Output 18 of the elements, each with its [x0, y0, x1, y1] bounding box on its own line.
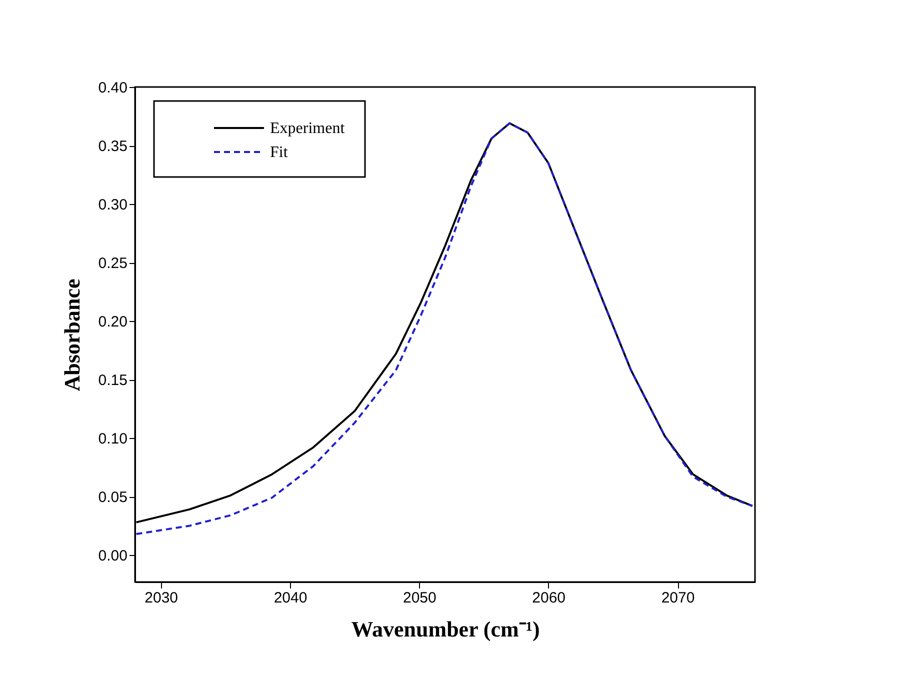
x-tick-label: 2040 [274, 590, 308, 606]
x-tick-label: 2060 [532, 590, 566, 606]
y-axis-title: Absorbance [59, 278, 84, 392]
legend-label: Experiment [270, 120, 346, 137]
x-tick-label: 2030 [144, 590, 178, 606]
y-tick-label: 0.10 [98, 430, 128, 448]
y-tick-label: 0.35 [98, 138, 128, 156]
y-tick-label: 0.30 [98, 196, 128, 214]
y-tick-label: 0.05 [98, 489, 128, 506]
x-tick-label: 2050 [402, 590, 436, 606]
legend-label: Fit [270, 144, 288, 161]
y-tick-label: 0.40 [98, 80, 128, 96]
y-tick-label: 0.15 [98, 372, 128, 390]
y-tick-label: 0.00 [98, 548, 128, 565]
x-axis-title: Wavenumber (cm⁻¹) [351, 616, 540, 642]
x-tick-label: 2070 [661, 590, 695, 606]
y-tick-label: 0.25 [98, 255, 128, 272]
y-tick-label: 0.20 [98, 314, 128, 331]
